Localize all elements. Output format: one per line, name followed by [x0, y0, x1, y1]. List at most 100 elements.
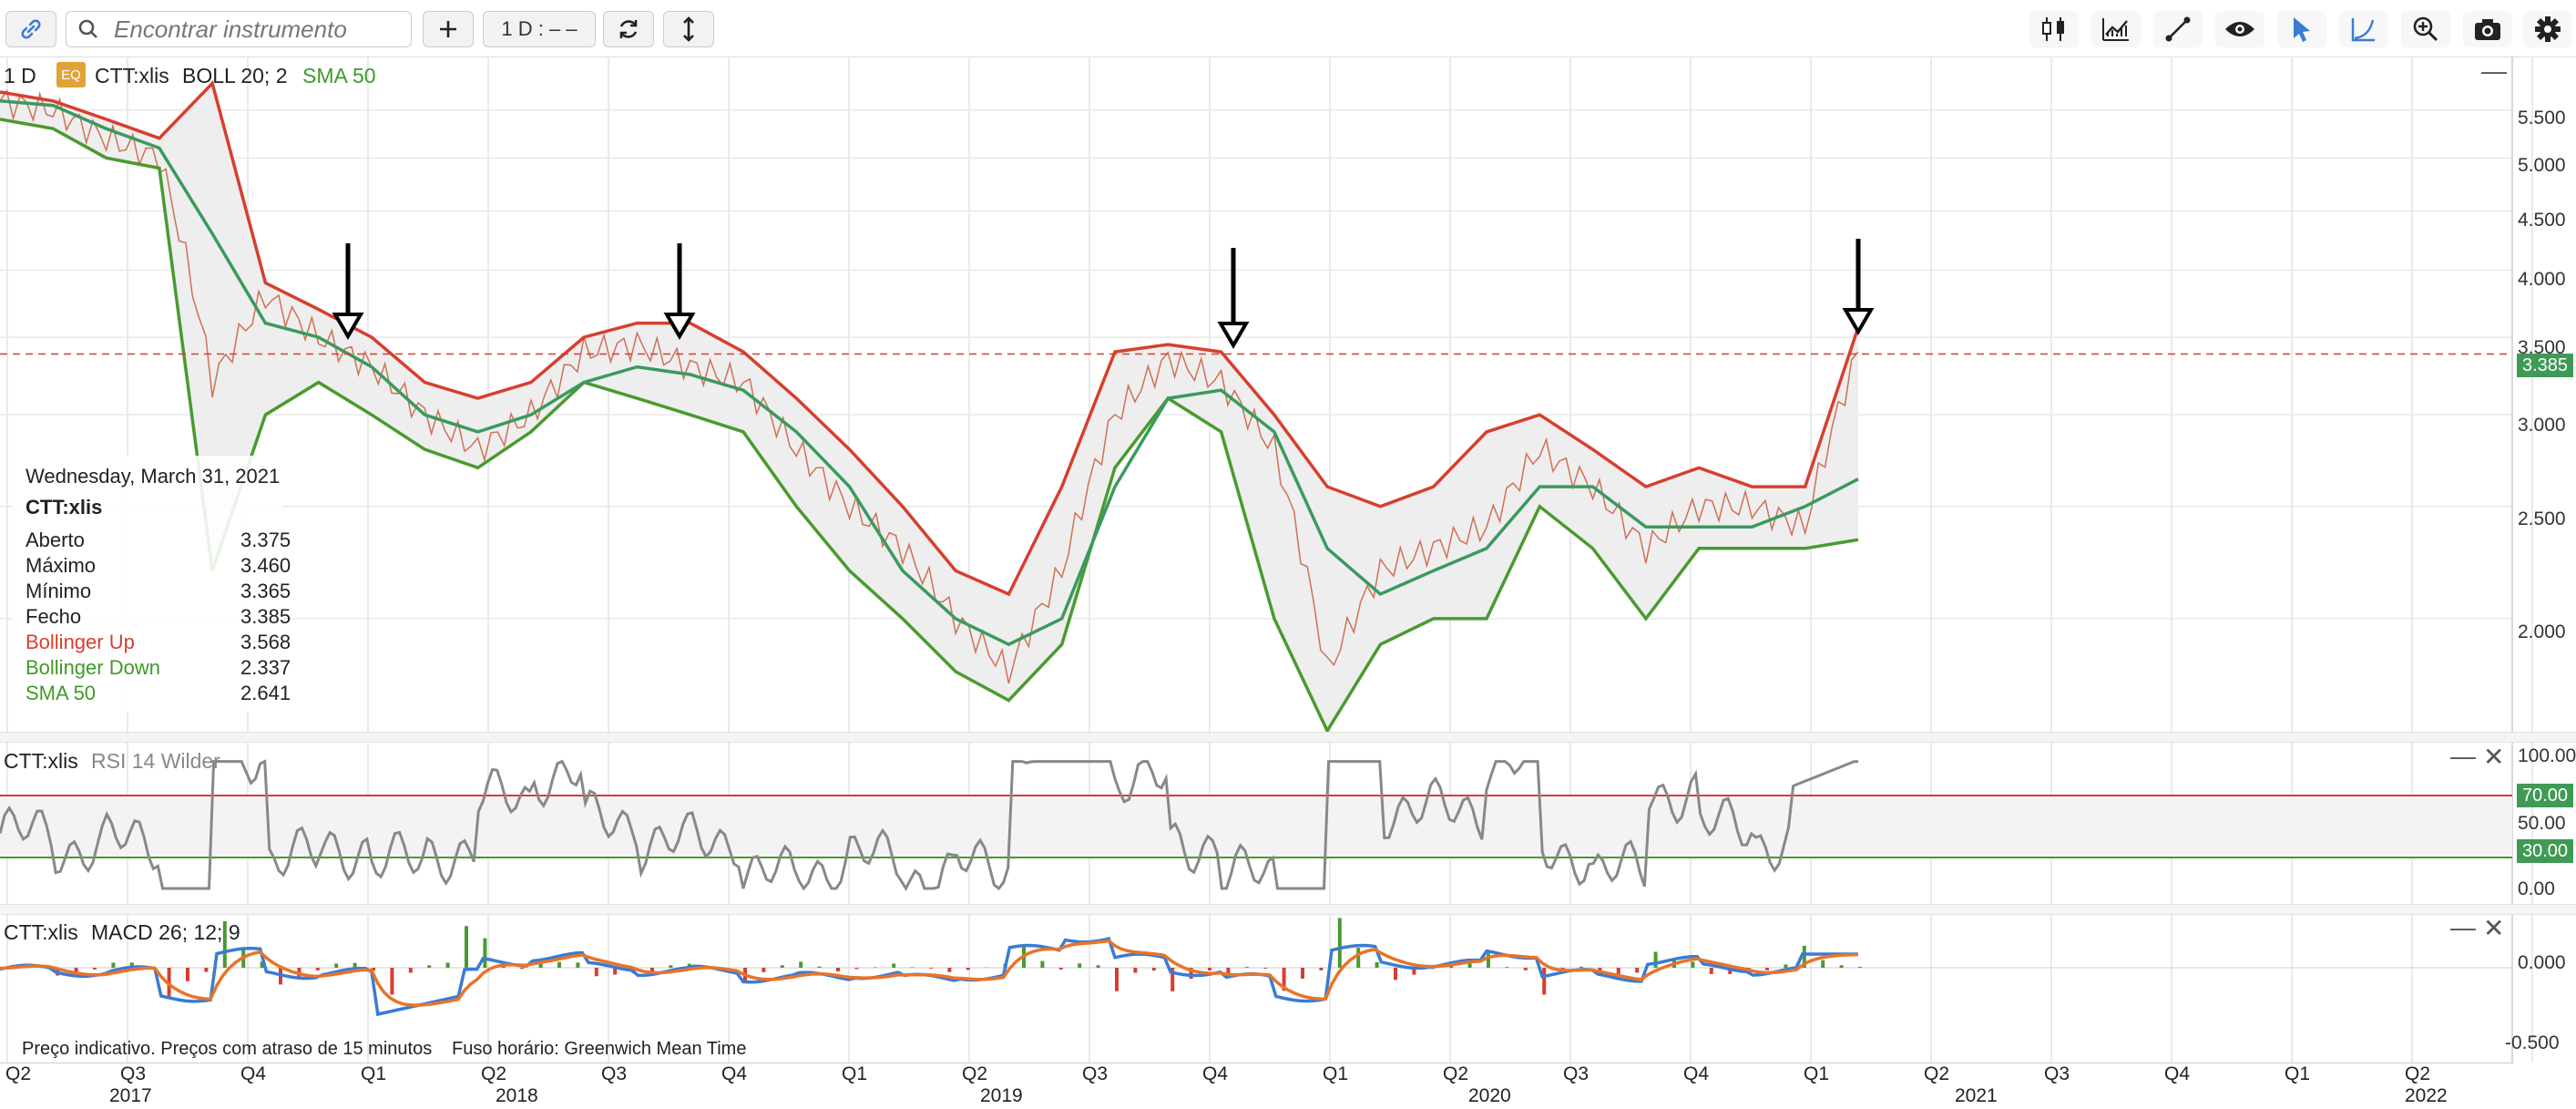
close-macd-icon[interactable]: ✕: [2483, 913, 2504, 943]
macd-label: MACD 26; 12; 9: [91, 920, 240, 945]
macd-y-tick: -0.500: [2505, 1032, 2560, 1054]
indicators-button[interactable]: [2091, 11, 2141, 47]
x-tick-quarter: Q2: [962, 1063, 987, 1085]
y-tick: 4.500: [2518, 210, 2566, 231]
macd-histogram-bar: [1078, 963, 1081, 968]
macd-histogram-bar: [390, 968, 394, 994]
minimize-macd-icon[interactable]: —: [2450, 913, 2476, 942]
rsi-band: [0, 796, 2512, 857]
data-tooltip: Wednesday, March 31, 2021 CTT:xlis Abert…: [13, 456, 282, 713]
plus-icon: [435, 16, 461, 42]
macd-histogram-bar: [1059, 968, 1063, 970]
refresh-button[interactable]: [603, 11, 654, 47]
rsi-lower-tag: 30.00: [2517, 839, 2573, 863]
macd-histogram-bar: [1858, 967, 1862, 968]
candlestick-button[interactable]: [2029, 11, 2079, 47]
boll-label: BOLL 20; 2: [182, 64, 288, 88]
screenshot-button[interactable]: [2463, 11, 2512, 47]
tooltip-date: Wednesday, March 31, 2021: [26, 465, 290, 488]
pointer-button[interactable]: [2277, 11, 2326, 47]
tooltip-row-label: Bollinger Down: [26, 656, 160, 679]
tooltip-row: Bollinger Up 3.568: [26, 631, 290, 654]
tooltip-row-label: Aberto: [26, 529, 85, 551]
tooltip-row-value: 2.641: [240, 682, 291, 705]
curve-tool-button[interactable]: [2339, 11, 2388, 47]
tooltip-row-label: Bollinger Up: [26, 631, 135, 653]
interval-button[interactable]: 1 D : – –: [483, 11, 596, 47]
cursor-icon: [2288, 15, 2315, 44]
main-symbol: CTT:xlis: [95, 64, 169, 88]
macd-histogram-bar: [1338, 918, 1342, 968]
macd-histogram-bar: [1468, 964, 1472, 968]
x-tick-quarter: Q2: [2405, 1063, 2430, 1085]
macd-histogram-bar: [762, 968, 765, 972]
instrument-search[interactable]: [66, 11, 412, 47]
macd-histogram-bar: [1375, 962, 1379, 968]
macd-histogram-bar: [465, 926, 468, 968]
tooltip-symbol: CTT:xlis: [26, 496, 290, 519]
macd-symbol: CTT:xlis: [4, 920, 78, 945]
macd-histogram-bar: [595, 968, 598, 976]
x-tick-quarter: Q2: [1443, 1063, 1468, 1085]
macd-histogram-bar: [576, 962, 579, 968]
macd-histogram-bar: [1487, 953, 1490, 968]
minimize-rsi-icon[interactable]: —: [2450, 742, 2476, 771]
fit-vertical-button[interactable]: [663, 11, 714, 47]
macd-histogram-bar: [186, 968, 189, 981]
x-tick-quarter: Q3: [1563, 1063, 1589, 1085]
x-tick-quarter: Q4: [240, 1063, 266, 1085]
macd-histogram-bar: [781, 965, 784, 968]
zoom-button[interactable]: [2401, 11, 2450, 47]
pane-separator-rsi[interactable]: [0, 732, 2576, 743]
x-tick-quarter: Q4: [2164, 1063, 2190, 1085]
macd-histogram-bar: [1115, 968, 1119, 991]
macd-histogram-bar: [1356, 948, 1360, 968]
macd-histogram-bar: [1635, 968, 1639, 972]
macd-histogram-bar: [520, 968, 524, 969]
link-button[interactable]: [5, 11, 56, 47]
macd-histogram-bar: [1152, 968, 1156, 970]
search-input[interactable]: [112, 15, 407, 45]
macd-histogram-bar: [1691, 961, 1694, 968]
tooltip-row-value: 3.385: [240, 605, 291, 629]
tooltip-row-value: 3.365: [240, 580, 291, 603]
x-tick-quarter: Q3: [601, 1063, 627, 1085]
macd-histogram-bar: [427, 965, 431, 968]
rsi-symbol: CTT:xlis: [4, 749, 78, 774]
macd-histogram-bar: [799, 961, 802, 968]
y-tick: 2.000: [2518, 621, 2566, 643]
macd-histogram-bar: [446, 962, 450, 968]
tooltip-row-value: 3.568: [240, 631, 291, 654]
price-chart[interactable]: [0, 56, 2576, 1108]
settings-button[interactable]: [2523, 11, 2572, 47]
x-tick-quarter: Q1: [361, 1063, 386, 1085]
down-arrow-head: [1221, 323, 1246, 345]
line-draw-icon: [2163, 15, 2193, 44]
visibility-button[interactable]: [2215, 11, 2264, 47]
zoom-icon: [2411, 15, 2440, 44]
pane-separator-macd[interactable]: [0, 904, 2576, 915]
close-rsi-icon[interactable]: ✕: [2483, 742, 2504, 772]
sma-label: SMA 50: [302, 64, 376, 88]
macd-histogram-bar: [1784, 964, 1787, 968]
x-tick-quarter: Q3: [2044, 1063, 2070, 1085]
macd-histogram-bar: [1208, 968, 1211, 970]
macd-histogram-bar: [1319, 968, 1323, 970]
draw-line-button[interactable]: [2153, 11, 2203, 47]
toolbar: 1 D : – –: [0, 0, 2576, 57]
macd-histogram-bar: [409, 968, 413, 973]
macd-histogram-bar: [854, 968, 858, 969]
x-tick-quarter: Q4: [1683, 1063, 1709, 1085]
macd-histogram-bar: [93, 968, 97, 970]
tooltip-row-label: Máximo: [26, 554, 96, 577]
macd-histogram-bar: [669, 965, 672, 968]
minimize-main-icon[interactable]: —: [2481, 56, 2507, 86]
add-button[interactable]: [423, 11, 474, 47]
macd-histogram-bar: [1579, 967, 1583, 968]
